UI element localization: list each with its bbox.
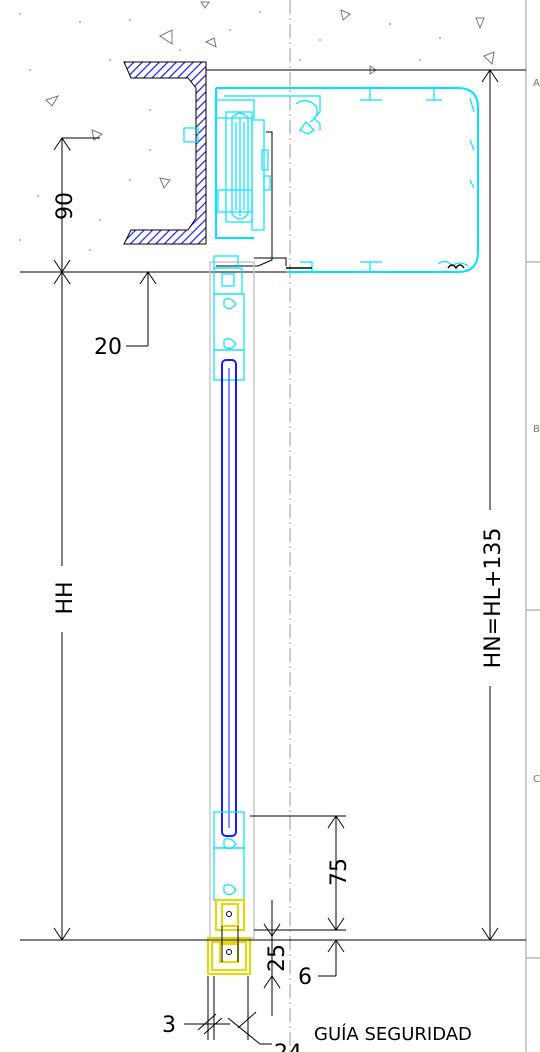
concrete-dots <box>19 11 441 251</box>
sheet-frame: A B C <box>525 0 540 1052</box>
dim-opening-height-label: HH <box>53 581 78 614</box>
dim-top-offset: 90 <box>53 137 100 273</box>
dim-total-height: HN=HL+135 <box>481 69 506 941</box>
roller-box <box>183 87 479 273</box>
dim-bottom-gap-label: 25 <box>265 944 290 972</box>
glazing-panel <box>221 359 237 837</box>
dim-bottom-width: 24 <box>227 976 302 1052</box>
dim-side-gap: 3 <box>162 976 230 1040</box>
dim-bottom-offset-label: 6 <box>298 965 312 990</box>
frame-mark-c: C <box>533 774 540 785</box>
dim-bottom-rail-label: 75 <box>327 858 352 886</box>
frame-mark-a: A <box>533 78 540 89</box>
dim-bottom-offset: 6 <box>298 939 345 990</box>
dim-lintel-gap-label: 20 <box>94 335 122 360</box>
dim-bottom-rail: 75 <box>250 815 352 931</box>
dim-top-offset-label: 90 <box>53 192 78 220</box>
dim-opening-height: HH <box>53 271 78 941</box>
dim-side-gap-label: 3 <box>162 1013 176 1038</box>
dim-total-height-label: HN=HL+135 <box>481 528 506 669</box>
dim-bottom-width-label: 24 <box>274 1041 302 1052</box>
bottom-slats <box>213 811 245 901</box>
top-slats <box>213 293 245 381</box>
security-guide-label: GUÍA SEGURIDAD <box>314 1023 472 1045</box>
security-guide-profile <box>207 899 251 975</box>
frame-mark-b: B <box>533 424 540 435</box>
steel-lintel <box>123 61 207 245</box>
concrete-texture <box>45 1 495 243</box>
dim-bottom-gap: 25 <box>263 900 290 1016</box>
dim-lintel-gap: 20 <box>94 271 157 360</box>
